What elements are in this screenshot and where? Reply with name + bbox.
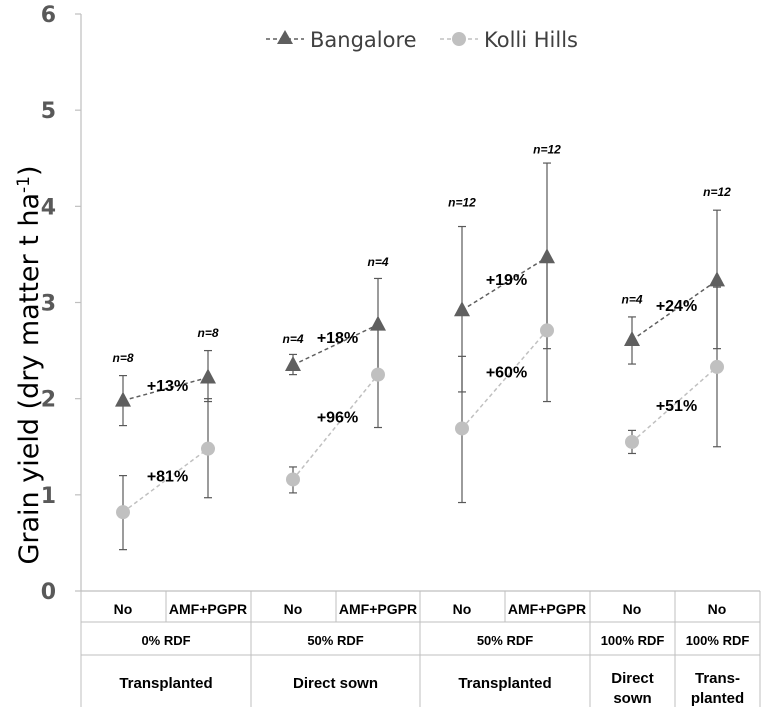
percent-change-label: +24% [656,298,697,315]
percent-change-label: +19% [486,272,527,289]
method-label-line: Transplanted [119,675,212,692]
y-axis-label: Grain yield (dry matter t ha-1) [14,165,45,564]
percent-change-label: +60% [486,365,527,382]
kolli-hills-point [286,472,300,487]
chart-labels: n=8 n=8 n=4 n=4 n=12 n=12 n=4 n=12 +13% +81% +18% +… [112,142,731,485]
y-axis-label-sup: -1 [14,176,34,193]
rdf-label: 100% RDF [686,633,750,648]
rdf-label: 50% RDF [307,633,363,648]
method-label-line: Transplanted [458,675,551,692]
y-tick-label: 6 [41,3,56,28]
bangalore-line [631,279,718,341]
kolli-hills-point [116,505,130,520]
percent-change-label: +81% [147,468,188,485]
treatment-label: No [453,601,472,617]
method-label-line: Trans- [695,670,740,687]
method-label: Direct sown [611,670,654,707]
treatment-label: AMF+PGPR [339,601,417,617]
sample-size-label: n=12 [448,195,476,209]
method-label: Direct sown [293,675,378,692]
treatment-label: No [284,601,303,617]
treatment-label: AMF+PGPR [169,601,247,617]
y-tick-label: 0 [41,580,56,605]
legend-bangalore-label: Bangalore [310,28,417,52]
bangalore-point [454,301,470,317]
method-label: Transplanted [119,675,212,692]
bangalore-point [539,248,555,264]
bangalore-line [122,376,209,402]
kolli-hills-point [201,441,215,456]
legend-bangalore-marker [277,30,293,44]
y-tick-label: 1 [41,484,56,509]
y-tick-label: 5 [41,99,56,124]
legend-kolli-label: Kolli Hills [484,28,578,52]
method-label-line: Direct [611,670,654,687]
method-label-line: Direct sown [293,675,378,692]
y-tick-label: 2 [41,388,56,413]
series-lines [122,256,718,513]
kolli-hills-line [292,374,379,480]
sample-size-label: n=12 [533,142,561,156]
bangalore-line [292,323,379,366]
kolli-hills-point [371,367,385,382]
rdf-label: 50% RDF [477,633,533,648]
treatment-label: AMF+PGPR [508,601,586,617]
rdf-label: 0% RDF [141,633,190,648]
percent-change-label: +13% [147,378,188,395]
data-points [115,248,725,520]
method-label: Transplanted [458,675,551,692]
error-bars [119,162,721,551]
axes: 0 1 2 3 4 5 6 No AMF+PGPR No AMF+PGPR No AMF+PGPR No N… [41,3,761,707]
rdf-label: 100% RDF [601,633,665,648]
treatment-label: No [708,601,727,617]
treatment-label: No [623,601,642,617]
bangalore-point [370,315,386,331]
bangalore-point [624,331,640,347]
sample-size-label: n=4 [282,332,303,346]
sample-size-label: n=4 [621,292,642,306]
kolli-hills-point [455,421,469,436]
legend-kolli-marker [452,32,466,46]
method-label-line: sown [613,690,651,707]
kolli-hills-point [540,323,554,338]
bangalore-point [285,356,301,372]
y-axis-label-close: ) [14,165,45,176]
sample-size-label: n=4 [367,255,388,269]
legend: Bangalore Kolli Hills [266,28,578,52]
sample-size-label: n=8 [112,351,133,365]
sample-size-label: n=8 [197,326,218,340]
method-label: Trans-planted [691,670,744,707]
sample-size-label: n=12 [703,185,731,199]
percent-change-label: +18% [317,330,358,347]
kolli-hills-point [710,359,724,374]
y-tick-label: 3 [41,292,56,317]
bangalore-point [115,391,131,407]
method-label-line: planted [691,690,744,707]
kolli-hills-line [461,329,548,429]
bangalore-point [200,368,216,384]
percent-change-label: +51% [656,398,697,415]
y-axis-label-main: Grain yield (dry matter t ha [14,193,45,565]
bangalore-point [709,271,725,287]
bangalore-line [461,256,548,311]
treatment-label: No [114,601,133,617]
y-tick-label: 4 [41,195,56,220]
kolli-hills-line [122,448,209,513]
kolli-hills-line [631,366,718,443]
percent-change-label: +96% [317,410,358,427]
kolli-hills-point [625,434,639,449]
